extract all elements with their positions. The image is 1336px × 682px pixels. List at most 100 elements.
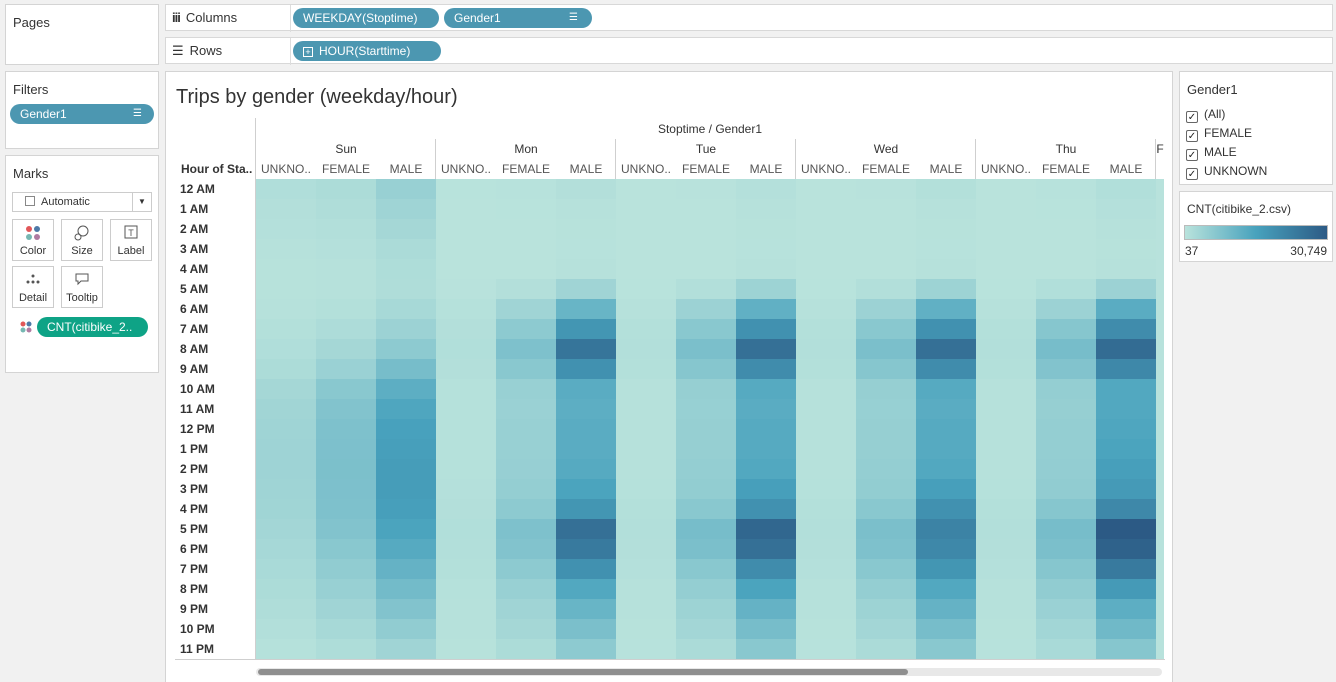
heatmap-cell[interactable] bbox=[916, 399, 976, 419]
filter-option-female[interactable]: ✓ FEMALE bbox=[1186, 126, 1253, 142]
heatmap-cell[interactable] bbox=[1096, 379, 1156, 399]
heatmap-cell[interactable] bbox=[436, 379, 496, 399]
heatmap-cell[interactable] bbox=[256, 299, 316, 319]
heatmap-cell[interactable] bbox=[556, 259, 616, 279]
heatmap-cell[interactable] bbox=[916, 379, 976, 399]
heatmap-cell[interactable] bbox=[556, 279, 616, 299]
heatmap-cell[interactable] bbox=[376, 539, 436, 559]
heatmap-cell[interactable] bbox=[556, 519, 616, 539]
heatmap-cell[interactable] bbox=[1036, 439, 1096, 459]
heatmap-cell[interactable] bbox=[676, 339, 736, 359]
heatmap-cell[interactable] bbox=[436, 339, 496, 359]
heatmap-cell[interactable] bbox=[376, 479, 436, 499]
heatmap-cell[interactable] bbox=[796, 599, 856, 619]
heatmap-cell[interactable] bbox=[976, 179, 1036, 199]
heatmap-cell[interactable] bbox=[736, 299, 796, 319]
heatmap-cell[interactable] bbox=[916, 639, 976, 659]
heatmap-cell[interactable] bbox=[496, 179, 556, 199]
heatmap-cell[interactable] bbox=[436, 539, 496, 559]
heatmap-cell[interactable] bbox=[736, 179, 796, 199]
heatmap-cell[interactable] bbox=[496, 299, 556, 319]
heatmap-cell[interactable] bbox=[976, 239, 1036, 259]
heatmap-cell[interactable] bbox=[616, 639, 676, 659]
heatmap-cell[interactable] bbox=[376, 639, 436, 659]
heatmap-cell[interactable] bbox=[616, 579, 676, 599]
heatmap-cell[interactable] bbox=[976, 299, 1036, 319]
heatmap-cell[interactable] bbox=[976, 279, 1036, 299]
heatmap-cell[interactable] bbox=[976, 539, 1036, 559]
heatmap-cell[interactable] bbox=[736, 419, 796, 439]
heatmap-cell[interactable] bbox=[676, 639, 736, 659]
heatmap-cell[interactable] bbox=[796, 539, 856, 559]
heatmap-cell[interactable] bbox=[436, 459, 496, 479]
heatmap-cell[interactable] bbox=[1096, 199, 1156, 219]
heatmap-cell[interactable] bbox=[676, 299, 736, 319]
heatmap-cell[interactable] bbox=[1096, 419, 1156, 439]
heatmap-cell[interactable] bbox=[976, 459, 1036, 479]
heatmap-cell[interactable] bbox=[1036, 359, 1096, 379]
heatmap-cell[interactable] bbox=[796, 439, 856, 459]
heatmap-cell[interactable] bbox=[856, 439, 916, 459]
heatmap-cell[interactable] bbox=[736, 559, 796, 579]
heatmap-cell[interactable] bbox=[1036, 399, 1096, 419]
heatmap-cell[interactable] bbox=[916, 279, 976, 299]
heatmap-cell[interactable] bbox=[736, 319, 796, 339]
heatmap-cell[interactable] bbox=[1096, 259, 1156, 279]
heatmap-cell[interactable] bbox=[316, 579, 376, 599]
heatmap-cell[interactable] bbox=[256, 239, 316, 259]
heatmap-cell[interactable] bbox=[916, 339, 976, 359]
heatmap-cell[interactable] bbox=[856, 379, 916, 399]
heatmap-cell[interactable] bbox=[556, 179, 616, 199]
heatmap-cell[interactable] bbox=[436, 419, 496, 439]
heatmap-cell[interactable] bbox=[736, 259, 796, 279]
heatmap-cell[interactable] bbox=[796, 359, 856, 379]
heatmap-cell[interactable] bbox=[916, 579, 976, 599]
heatmap-cell[interactable] bbox=[556, 479, 616, 499]
heatmap-cell[interactable] bbox=[556, 339, 616, 359]
heatmap-cell[interactable] bbox=[496, 459, 556, 479]
heatmap-cell[interactable] bbox=[1096, 399, 1156, 419]
heatmap-cell[interactable] bbox=[616, 619, 676, 639]
heatmap-cell[interactable] bbox=[676, 559, 736, 579]
heatmap-cell[interactable] bbox=[976, 359, 1036, 379]
heatmap-cell[interactable] bbox=[676, 219, 736, 239]
heatmap-cell[interactable] bbox=[436, 559, 496, 579]
heatmap-cell[interactable] bbox=[976, 379, 1036, 399]
heatmap-cell[interactable] bbox=[736, 279, 796, 299]
heatmap-cell[interactable] bbox=[256, 259, 316, 279]
heatmap-cell[interactable] bbox=[1096, 539, 1156, 559]
heatmap-cell[interactable] bbox=[556, 299, 616, 319]
heatmap-cell[interactable] bbox=[676, 599, 736, 619]
expand-icon[interactable]: + bbox=[303, 47, 313, 57]
heatmap-cell[interactable] bbox=[376, 199, 436, 219]
heatmap-cell[interactable] bbox=[1036, 239, 1096, 259]
heatmap-cell[interactable] bbox=[856, 359, 916, 379]
heatmap-cell[interactable] bbox=[1096, 599, 1156, 619]
heatmap-cell[interactable] bbox=[1096, 319, 1156, 339]
heatmap-cell[interactable] bbox=[616, 379, 676, 399]
heatmap-cell[interactable] bbox=[676, 179, 736, 199]
heatmap-cell[interactable] bbox=[1036, 599, 1096, 619]
heatmap-cell[interactable] bbox=[316, 539, 376, 559]
heatmap-cell[interactable] bbox=[1096, 219, 1156, 239]
heatmap-cell[interactable] bbox=[496, 559, 556, 579]
heatmap-cell[interactable] bbox=[856, 399, 916, 419]
heatmap-cell[interactable] bbox=[376, 579, 436, 599]
heatmap-cell[interactable] bbox=[856, 579, 916, 599]
heatmap-cell[interactable] bbox=[436, 599, 496, 619]
heatmap-cell[interactable] bbox=[676, 239, 736, 259]
heatmap-cell[interactable] bbox=[436, 519, 496, 539]
heatmap-cell[interactable] bbox=[496, 479, 556, 499]
heatmap-cell[interactable] bbox=[316, 319, 376, 339]
heatmap-cell[interactable] bbox=[376, 559, 436, 579]
heatmap-cell[interactable] bbox=[856, 599, 916, 619]
checkbox-icon[interactable]: ✓ bbox=[1186, 130, 1198, 142]
heatmap-cell[interactable] bbox=[556, 379, 616, 399]
heatmap-cell[interactable] bbox=[676, 539, 736, 559]
heatmap-cell[interactable] bbox=[256, 519, 316, 539]
heatmap-cell[interactable] bbox=[796, 559, 856, 579]
heatmap-cell[interactable] bbox=[556, 239, 616, 259]
heatmap-cell[interactable] bbox=[976, 419, 1036, 439]
heatmap-cell[interactable] bbox=[316, 199, 376, 219]
heatmap-cell[interactable] bbox=[1096, 339, 1156, 359]
